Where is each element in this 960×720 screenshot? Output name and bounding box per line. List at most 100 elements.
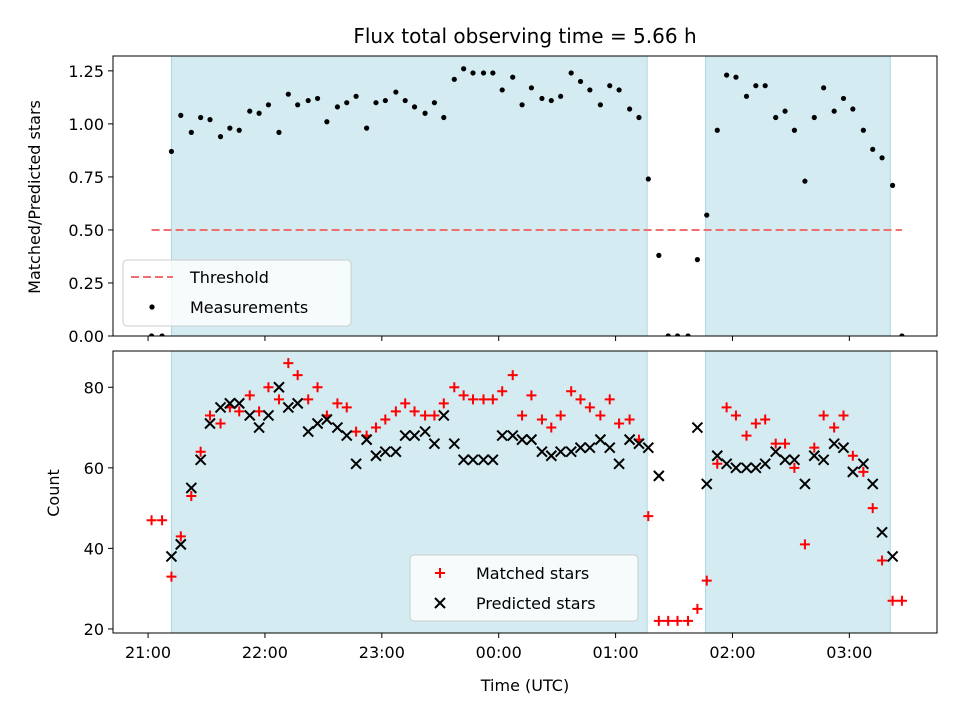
measurement-point <box>188 129 194 135</box>
predicted-star-point <box>536 446 548 458</box>
measurement-point <box>597 102 603 108</box>
predicted-star-point <box>516 433 528 446</box>
predicted-star-point <box>817 454 830 466</box>
bottom-y-tick-label: 20 <box>84 620 104 639</box>
bottom-series-matched-stars <box>146 358 907 626</box>
measurement-point <box>247 108 253 114</box>
matched-star-point <box>526 390 537 401</box>
measurement-point <box>811 114 817 121</box>
predicted-star-point <box>886 550 899 563</box>
measurement-point <box>645 176 651 182</box>
matched-star-point <box>263 382 274 393</box>
predicted-star-point <box>321 413 333 426</box>
predicted-star-point <box>302 425 314 438</box>
predicted-star-point <box>642 441 655 454</box>
measurement-point <box>674 333 681 336</box>
legend-measurements-swatch <box>149 304 155 310</box>
chart-title: Flux total observing time = 5.66 h <box>353 24 696 48</box>
matched-star-point <box>566 386 577 397</box>
bottom-legend: Matched stars Predicted stars <box>409 554 639 622</box>
predicted-star-point <box>224 397 236 410</box>
predicted-star-point <box>233 397 245 410</box>
bottom-panel: 20 40 60 80 21:00 22:00 23:00 00:00 01:00 02:00 03… <box>84 350 938 662</box>
measurement-point <box>607 83 613 89</box>
predicted-star-point <box>185 482 198 494</box>
legend-predicted-swatch <box>434 597 446 609</box>
measurement-point <box>528 85 535 91</box>
measurement-point <box>236 127 242 133</box>
matched-star-point <box>741 430 752 441</box>
measurement-point <box>159 333 165 336</box>
predicted-star-point <box>779 454 791 466</box>
predicted-star-point <box>701 478 713 490</box>
predicted-star-point <box>857 458 870 470</box>
measurement-point <box>685 333 691 336</box>
predicted-star-point <box>525 433 538 446</box>
measurement-point <box>519 102 525 108</box>
predicted-star-point <box>554 446 567 458</box>
measurement-point <box>411 104 418 110</box>
matched-star-point <box>283 358 294 369</box>
measurement-point <box>276 129 282 135</box>
measurement-point <box>422 110 428 116</box>
measurement-point <box>168 148 175 155</box>
matched-star-point <box>458 390 469 401</box>
matched-star-point <box>234 406 245 417</box>
matched-star-point <box>887 595 898 606</box>
bottom-y-tick-label: 40 <box>84 539 104 558</box>
matched-star-point <box>487 394 498 405</box>
matched-star-point <box>166 571 177 582</box>
predicted-star-point <box>467 454 479 466</box>
top-y-tick-label: 0.25 <box>68 274 104 293</box>
x-tick-label: 01:00 <box>593 643 639 662</box>
predicted-star-point <box>711 450 723 462</box>
matched-star-point <box>478 394 489 405</box>
matched-star-point <box>653 615 664 626</box>
predicted-star-point <box>847 466 859 478</box>
predicted-star-point <box>769 446 782 458</box>
matched-star-point <box>536 414 547 425</box>
measurement-point <box>256 110 262 116</box>
predicted-star-point <box>867 478 879 490</box>
matched-star-point <box>760 414 771 425</box>
matched-star-point <box>624 414 635 425</box>
matched-star-point <box>867 503 878 514</box>
top-legend-box <box>122 259 352 327</box>
predicted-star-point <box>837 441 850 454</box>
matched-star-point <box>818 410 829 421</box>
matched-star-point <box>380 414 391 425</box>
predicted-star-point <box>594 433 607 446</box>
top-y-tick-label: 0.00 <box>68 327 104 346</box>
predicted-star-point <box>194 454 207 466</box>
matched-star-point <box>829 422 840 433</box>
measurement-point <box>461 66 467 72</box>
bottom-y-tick-label: 60 <box>84 459 104 478</box>
matched-star-point <box>847 450 858 461</box>
matched-star-point <box>507 370 518 381</box>
predicted-star-point <box>788 454 801 466</box>
predicted-star-point <box>291 397 304 410</box>
measurement-point <box>295 102 301 108</box>
matched-star-point <box>254 406 265 417</box>
matched-star-point <box>604 394 615 405</box>
legend-matched-swatch <box>435 568 445 578</box>
top-y-tick-label: 0.50 <box>68 221 104 240</box>
predicted-star-point <box>341 429 353 442</box>
matched-star-point <box>517 410 528 421</box>
matched-star-point <box>400 398 411 409</box>
measurement-point <box>305 97 311 104</box>
matched-star-point <box>663 615 674 626</box>
matched-star-point <box>546 422 557 433</box>
measurement-point <box>733 74 739 80</box>
x-axis-label: Time (UTC) <box>480 676 569 695</box>
predicted-star-point <box>477 454 490 466</box>
measurement-point <box>548 97 554 104</box>
measurement-point <box>656 252 662 258</box>
matched-star-point <box>838 410 849 421</box>
predicted-star-point <box>428 437 441 450</box>
measurement-point <box>714 127 720 133</box>
measurement-point <box>510 74 516 80</box>
measurement-point <box>344 100 350 106</box>
predicted-star-point <box>740 462 753 474</box>
top-panel: 0.00 0.25 0.50 0.75 1.00 1.25 Threshold Measure… <box>68 55 938 346</box>
